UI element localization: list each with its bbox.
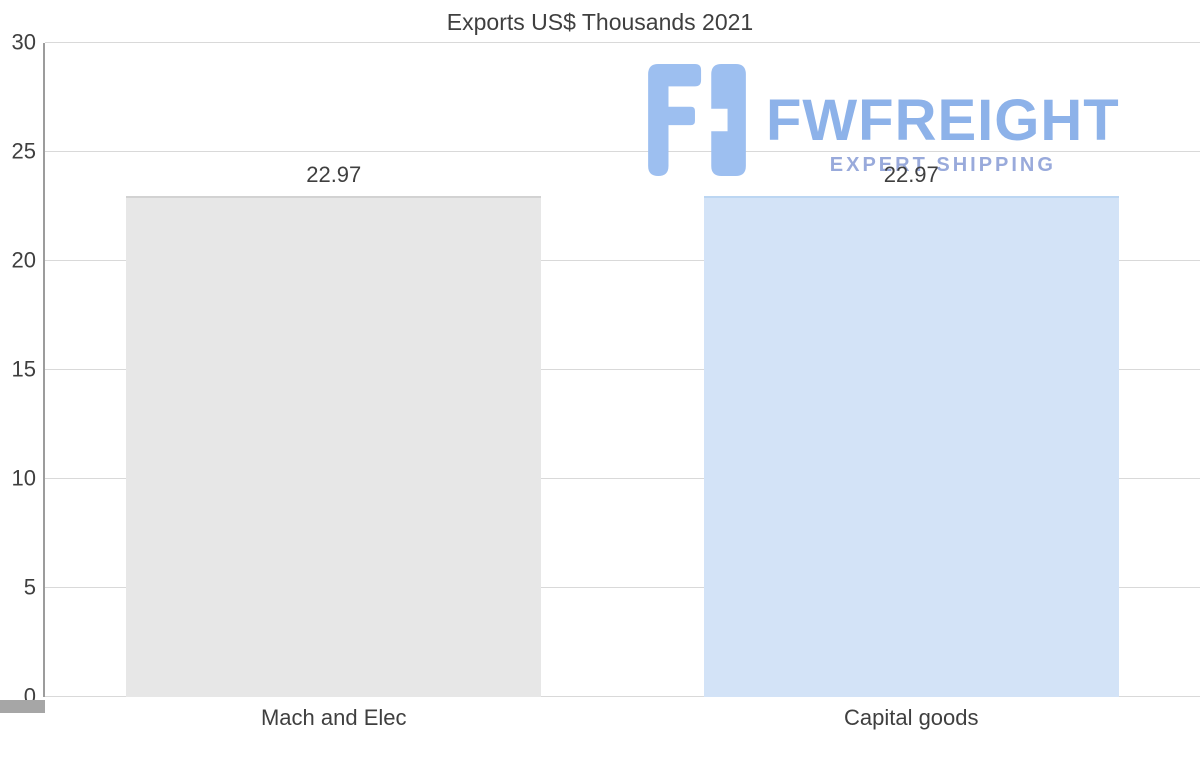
- gridline: [45, 260, 1200, 261]
- y-tick-label: 15: [11, 356, 36, 382]
- bar-mach-and-elec: [126, 196, 542, 697]
- bar-value-label: 22.97: [883, 162, 939, 188]
- plot-area: 22.97 22.97: [43, 42, 1200, 697]
- x-category-label: Mach and Elec: [260, 705, 407, 730]
- watermark-tagline: EXPERT SHIPPING: [829, 154, 1056, 176]
- y-tick-label: 20: [11, 247, 36, 273]
- y-tick-label: 25: [11, 138, 36, 164]
- bar-value-label: 22.97: [306, 162, 362, 188]
- y-axis-line: [43, 43, 45, 697]
- y-tick-label: 10: [11, 465, 36, 491]
- bar-band: 22.97: [623, 43, 1200, 697]
- fwfreight-logo-icon: [648, 64, 746, 181]
- bar-band: 22.97: [45, 43, 623, 697]
- chart-title: Exports US$ Thousands 2021: [446, 9, 754, 35]
- watermark-brand: FWFREIGHT: [766, 88, 1120, 153]
- x-category-label: Capital goods: [843, 705, 979, 730]
- axis-corner: [0, 700, 45, 713]
- gridline: [45, 478, 1200, 479]
- watermark: FWFREIGHT EXPERT SHIPPING: [648, 64, 1120, 181]
- bar-capital-goods: [703, 196, 1119, 697]
- bars: 22.97 22.97: [45, 43, 1200, 697]
- y-tick-label: 5: [23, 574, 36, 600]
- gridline: [45, 151, 1200, 152]
- gridline: [45, 587, 1200, 588]
- y-axis-labels: 0 5 10 15 20 25 30: [0, 0, 36, 763]
- x-axis-labels: Mach and Elec Capital goods: [45, 705, 1200, 731]
- gridline: [45, 369, 1200, 370]
- y-tick-label: 30: [11, 29, 36, 55]
- watermark-text: FWFREIGHT EXPERT SHIPPING: [766, 92, 1120, 177]
- gridline: [45, 696, 1200, 697]
- gridline: [45, 42, 1200, 43]
